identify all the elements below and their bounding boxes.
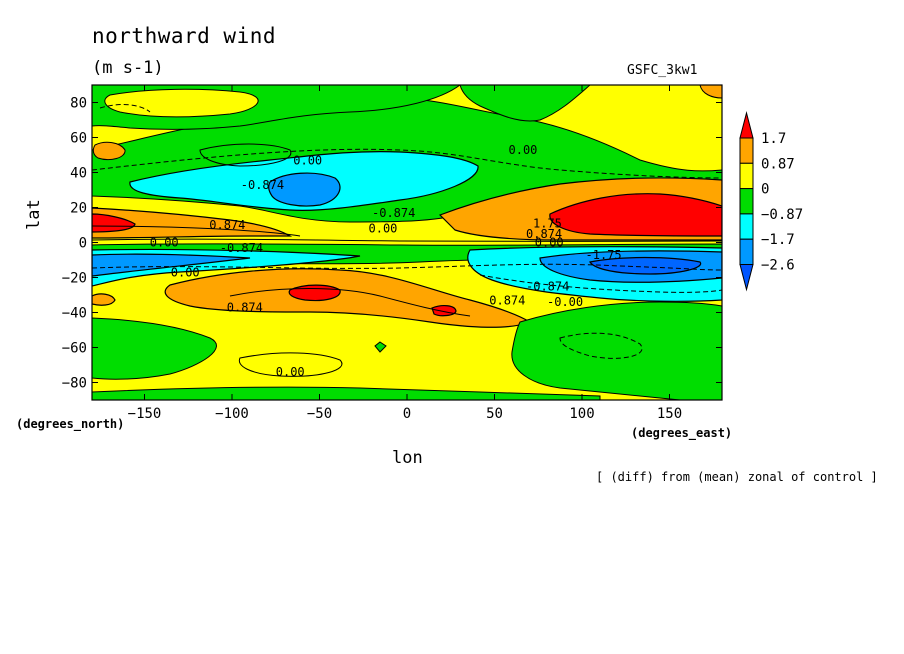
region-green-northeast bbox=[459, 85, 591, 122]
colorbar-swatch bbox=[739, 264, 754, 292]
y-tick-label: −40 bbox=[62, 306, 87, 322]
footnote: [ (diff) from (mean) zonal of control ] bbox=[596, 470, 878, 484]
contour-solid-1 bbox=[92, 238, 722, 242]
colorbar-label: −0.87 bbox=[761, 207, 803, 223]
colorbar-swatch bbox=[739, 137, 754, 164]
contour-dashed-4 bbox=[559, 332, 643, 359]
x-tick-label: −50 bbox=[307, 406, 332, 422]
contour-label: 0.00 bbox=[293, 153, 322, 167]
x-axis-ticks: −150 −100 −50 0 50 100 150 bbox=[128, 85, 682, 422]
y-axis-ticks: −80 −60 −40 −20 0 20 40 60 80 bbox=[62, 96, 722, 392]
contour-label: 0.874 bbox=[227, 300, 263, 314]
chart-title: northward wind bbox=[92, 24, 277, 48]
region-darkblue-sh-east bbox=[589, 256, 702, 275]
contour-solid-5 bbox=[199, 143, 292, 167]
region-red-nh-east bbox=[549, 193, 722, 237]
y-tick-label: 60 bbox=[70, 131, 87, 147]
chart-units: (m s-1) bbox=[92, 58, 164, 78]
contour-dashed-2 bbox=[92, 263, 722, 271]
region-green-sh-east bbox=[511, 301, 722, 400]
region-green-antarctic bbox=[92, 386, 601, 400]
contour-dashed-3 bbox=[479, 274, 722, 293]
colorbar-label: 0.87 bbox=[761, 156, 795, 172]
contour-label: 0.874 bbox=[209, 218, 245, 232]
contour-label: 1.75 bbox=[533, 216, 562, 230]
colorbar-label: 0 bbox=[761, 182, 769, 198]
colorbar: 1.7 0.87 0 −0.87 −1.7 −2.6 bbox=[739, 111, 803, 292]
region-red-sh-small bbox=[431, 305, 457, 317]
y-tick-label: 0 bbox=[79, 236, 87, 252]
plot-area bbox=[92, 85, 722, 400]
region-green-dot bbox=[374, 341, 387, 353]
y-tick-label: 80 bbox=[70, 96, 87, 112]
contour-solid-2 bbox=[92, 225, 301, 237]
region-red-nh-west bbox=[92, 213, 136, 233]
contour-label: 0.00 bbox=[276, 365, 305, 379]
contour-label: 0.00 bbox=[369, 222, 398, 236]
contour-dashed-1 bbox=[92, 148, 722, 179]
contour-dashed-5 bbox=[99, 104, 151, 113]
colorbar-label: 1.7 bbox=[761, 131, 786, 147]
region-orange-sh-west bbox=[92, 293, 116, 306]
region-red-sh-main bbox=[288, 284, 341, 302]
contour-label: -1.75 bbox=[586, 248, 622, 262]
region-blue-north bbox=[268, 172, 341, 207]
contour-label: 0.874 bbox=[526, 227, 562, 241]
y-tick-label: 20 bbox=[70, 201, 87, 217]
colorbar-swatch bbox=[739, 162, 754, 190]
colorbar-swatch bbox=[739, 238, 754, 265]
contour-label: -0.874 bbox=[526, 279, 569, 293]
colorbar-label: −1.7 bbox=[761, 232, 795, 248]
contour-label: -0.874 bbox=[241, 178, 284, 192]
contour-label: 0.00 bbox=[535, 236, 564, 250]
region-blue-sh-west bbox=[92, 253, 251, 277]
contour-label: -0.00 bbox=[547, 295, 583, 309]
x-tick-label: 0 bbox=[403, 406, 411, 422]
x-tick-label: −100 bbox=[215, 406, 249, 422]
x-axis-units: (degrees_east) bbox=[631, 426, 733, 440]
colorbar-swatch bbox=[739, 111, 754, 139]
colorbar-swatch bbox=[739, 213, 754, 240]
contour-label: 0.874 bbox=[489, 293, 525, 307]
contour-label: 0.00 bbox=[150, 236, 179, 250]
y-tick-label: −80 bbox=[62, 376, 87, 392]
contour-label: 0.00 bbox=[509, 143, 538, 157]
contour-solid-4 bbox=[238, 352, 343, 377]
contour-label: -0.874 bbox=[372, 206, 415, 220]
colorbar-swatch bbox=[739, 188, 754, 215]
model-label: GSFC_3kw1 bbox=[627, 63, 698, 78]
x-tick-label: 100 bbox=[569, 406, 594, 422]
region-orange-ne-corner bbox=[699, 85, 722, 99]
region-yellow-arctic bbox=[104, 88, 259, 118]
y-tick-label: −20 bbox=[62, 271, 87, 287]
x-tick-label: 150 bbox=[657, 406, 682, 422]
x-tick-label: 50 bbox=[486, 406, 503, 422]
region-green-sh-west bbox=[92, 317, 217, 380]
contour-label: 0.00 bbox=[171, 265, 200, 279]
contour-solid-3 bbox=[229, 288, 471, 317]
contour-label: -0.874 bbox=[220, 241, 263, 255]
x-tick-label: −150 bbox=[128, 406, 162, 422]
colorbar-label: −2.6 bbox=[761, 258, 795, 274]
y-tick-label: −60 bbox=[62, 341, 87, 357]
x-axis-label: lon bbox=[392, 448, 423, 468]
y-tick-label: 40 bbox=[70, 166, 87, 182]
y-axis-units: (degrees_north) bbox=[16, 417, 125, 431]
region-orange-arctic bbox=[92, 141, 126, 161]
